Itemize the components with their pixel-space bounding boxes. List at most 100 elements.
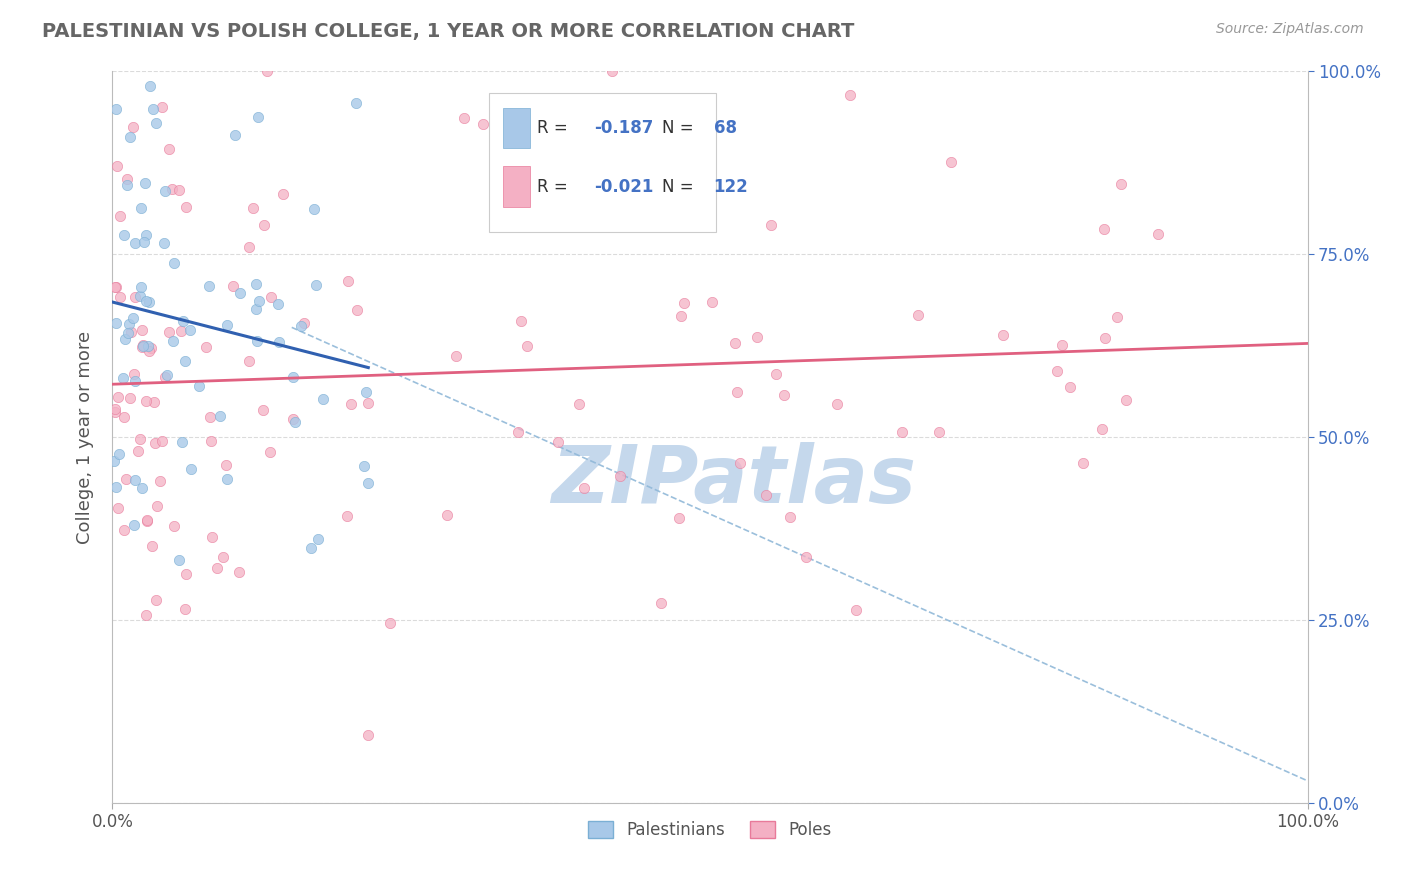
Point	[200, 434, 222, 449]
Point	[112, 409, 135, 424]
Point	[794, 550, 817, 565]
Point	[779, 510, 801, 524]
Point	[117, 326, 139, 341]
Point	[135, 294, 157, 309]
Text: R =: R =	[537, 119, 572, 137]
Legend: Palestinians, Poles: Palestinians, Poles	[582, 814, 838, 846]
Point	[238, 354, 260, 368]
Point	[124, 473, 146, 487]
Point	[150, 100, 173, 114]
Point	[107, 500, 129, 515]
Point	[1046, 364, 1069, 378]
Point	[1059, 380, 1081, 394]
Point	[299, 541, 322, 556]
Point	[247, 294, 270, 309]
Point	[668, 511, 690, 525]
Point	[179, 323, 201, 337]
Point	[1052, 337, 1074, 351]
Point	[156, 368, 179, 382]
Y-axis label: College, 1 year or more: College, 1 year or more	[76, 331, 94, 543]
Point	[112, 370, 135, 384]
Point	[568, 169, 591, 183]
Point	[107, 390, 129, 404]
Point	[149, 474, 172, 488]
Text: -0.187: -0.187	[595, 119, 654, 137]
Point	[163, 256, 186, 270]
Text: N =: N =	[662, 119, 699, 137]
Point	[115, 472, 138, 486]
Point	[129, 279, 152, 293]
Point	[162, 182, 184, 196]
Point	[1115, 392, 1137, 407]
Point	[124, 374, 146, 388]
Point	[135, 394, 157, 409]
Point	[142, 394, 165, 409]
Point	[312, 392, 335, 407]
Point	[162, 334, 184, 349]
Point	[169, 324, 191, 338]
Point	[436, 508, 458, 523]
Point	[104, 402, 127, 417]
Point	[122, 368, 145, 382]
Point	[136, 514, 159, 528]
Point	[122, 120, 145, 134]
Text: 68: 68	[714, 119, 737, 137]
Point	[284, 415, 307, 429]
Point	[208, 409, 231, 423]
Point	[357, 728, 380, 742]
Point	[104, 405, 127, 419]
Point	[568, 397, 591, 411]
Point	[211, 550, 233, 565]
Point	[305, 278, 328, 293]
Point	[105, 159, 128, 173]
Point	[516, 339, 538, 353]
Point	[135, 228, 157, 243]
FancyBboxPatch shape	[489, 94, 716, 232]
Point	[353, 459, 375, 474]
Point	[124, 236, 146, 251]
Point	[167, 553, 190, 567]
Point	[115, 172, 138, 186]
Point	[845, 602, 868, 616]
FancyBboxPatch shape	[503, 167, 530, 207]
Point	[217, 318, 239, 332]
Point	[508, 425, 530, 439]
Point	[650, 596, 672, 610]
Text: R =: R =	[537, 178, 572, 195]
Point	[105, 102, 128, 116]
Text: 122: 122	[714, 178, 748, 195]
Text: -0.021: -0.021	[595, 178, 654, 195]
Point	[122, 311, 145, 326]
Point	[256, 64, 278, 78]
Point	[152, 235, 174, 250]
Point	[267, 297, 290, 311]
Point	[271, 187, 294, 202]
Point	[145, 115, 167, 129]
Point	[337, 274, 360, 288]
Point	[129, 432, 152, 446]
Point	[118, 317, 141, 331]
Point	[217, 472, 239, 486]
Point	[765, 367, 787, 381]
Point	[247, 110, 270, 124]
Point	[146, 499, 169, 513]
Point	[122, 518, 145, 533]
Point	[222, 279, 245, 293]
Point	[245, 334, 267, 348]
Point	[138, 294, 160, 309]
Text: N =: N =	[662, 178, 699, 195]
Point	[1105, 310, 1128, 325]
Point	[838, 87, 860, 102]
Point	[139, 78, 162, 93]
Point	[825, 397, 848, 411]
Point	[142, 102, 165, 116]
Point	[174, 566, 197, 581]
Point	[132, 338, 155, 352]
Point	[1109, 177, 1132, 191]
Point	[378, 615, 401, 630]
Point	[150, 434, 173, 449]
Point	[700, 202, 723, 216]
Point	[725, 384, 748, 399]
Point	[245, 302, 267, 317]
Point	[104, 279, 127, 293]
